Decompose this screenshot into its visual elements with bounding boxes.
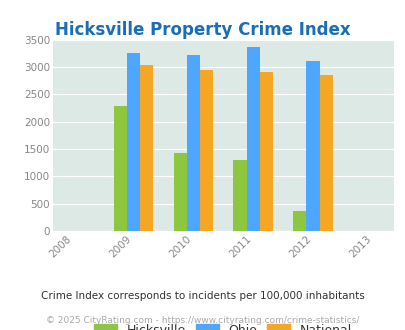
Bar <box>259 72 272 231</box>
Legend: Hicksville, Ohio, National: Hicksville, Ohio, National <box>88 318 358 330</box>
Bar <box>113 106 127 231</box>
Bar <box>306 61 319 231</box>
Bar <box>127 53 140 231</box>
Bar <box>246 47 259 231</box>
Bar <box>319 75 332 231</box>
Bar <box>292 211 306 231</box>
Bar <box>233 160 246 231</box>
Bar <box>186 55 200 231</box>
Text: Crime Index corresponds to incidents per 100,000 inhabitants: Crime Index corresponds to incidents per… <box>41 291 364 301</box>
Text: Hicksville Property Crime Index: Hicksville Property Crime Index <box>55 21 350 40</box>
Bar <box>173 153 186 231</box>
Bar <box>140 65 153 231</box>
Text: © 2025 CityRating.com - https://www.cityrating.com/crime-statistics/: © 2025 CityRating.com - https://www.city… <box>46 316 359 325</box>
Bar <box>200 70 213 231</box>
